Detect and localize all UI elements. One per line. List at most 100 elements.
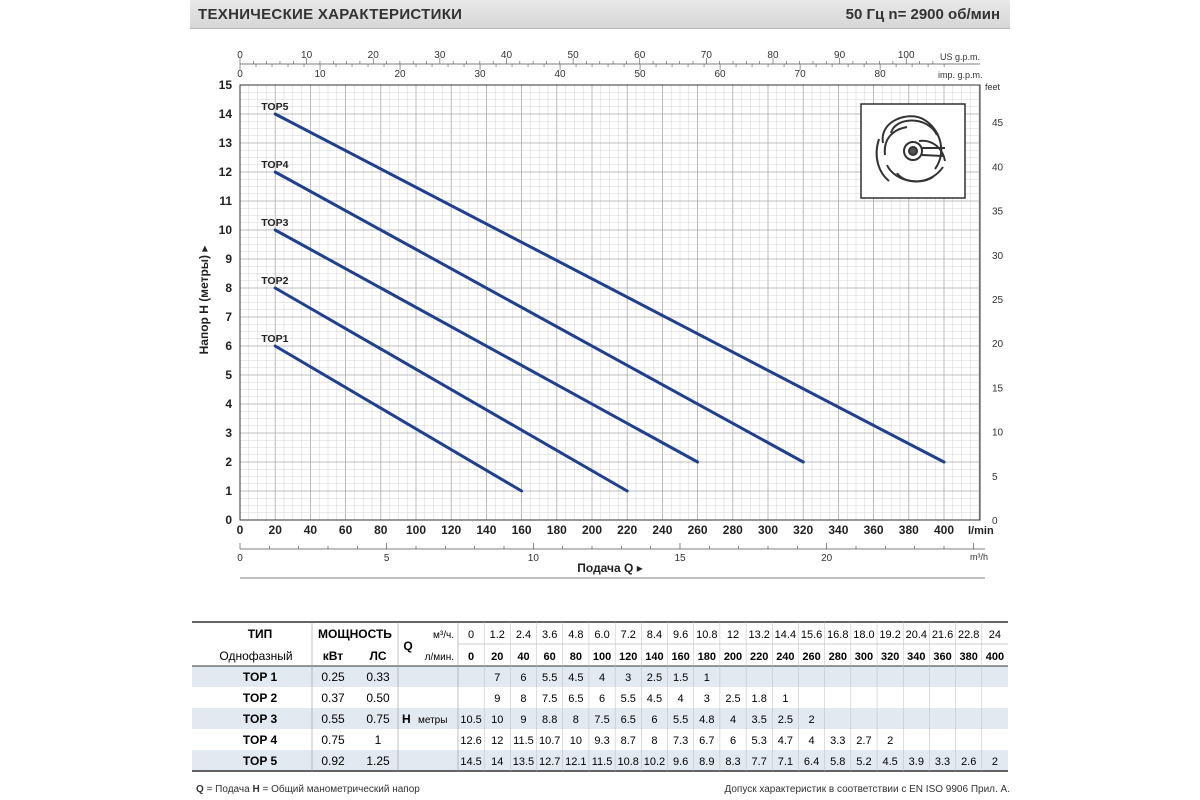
table-h-cell: 8 — [520, 693, 526, 705]
table-row-type: TOP 2 — [243, 691, 278, 705]
table-q-lmin-cell: 220 — [750, 651, 768, 663]
series-label-top3: TOP3 — [261, 217, 288, 229]
table-h-cell: 8.8 — [542, 714, 557, 726]
table-q-m3h-cell: 9.6 — [673, 629, 688, 641]
y-tick-label: 4 — [225, 397, 232, 411]
table-q-lmin-cell: 340 — [907, 651, 925, 663]
table-row-hp: 1 — [375, 733, 382, 747]
table-q-lmin-cell: 160 — [671, 651, 689, 663]
series-label-top2: TOP2 — [261, 275, 288, 287]
table-row-kw: 0.55 — [321, 712, 345, 726]
x-tick-label: 240 — [652, 523, 672, 537]
table-h-cell: 6.5 — [621, 714, 636, 726]
x-tick-label: 360 — [864, 523, 884, 537]
x-tick-label: 120 — [441, 523, 461, 537]
y-tick-label: 13 — [219, 136, 233, 150]
table-h-cell: 12.1 — [565, 756, 586, 768]
table-h-cell: 4 — [809, 735, 815, 747]
table-q-lmin-cell: 280 — [829, 651, 847, 663]
y-tick-label: 11 — [219, 194, 232, 208]
impgpm-tick-label: 0 — [237, 69, 243, 80]
table-q-lmin-cell: 180 — [698, 651, 716, 663]
table-h-cell: 7.7 — [752, 756, 767, 768]
impgpm-tick-label: 50 — [634, 69, 646, 80]
table-head-type: ТИП — [248, 627, 273, 641]
usgpm-tick-label: 60 — [634, 50, 646, 61]
x-unit-label: l/min — [968, 525, 994, 537]
table-row-hp: 0.33 — [366, 670, 390, 684]
table-head-unit-m3h: м³/ч. — [433, 630, 454, 641]
impgpm-tick-label: 20 — [394, 69, 406, 80]
table-h-cell: 7.5 — [542, 693, 557, 705]
table-q-lmin-cell: 100 — [593, 651, 611, 663]
footer-tolerance: Допуск характеристик в соответствии с EN… — [724, 784, 1010, 795]
table-h-cell: 6.7 — [699, 735, 714, 747]
table-h-cell: 4.5 — [568, 672, 583, 684]
series-line-top4 — [273, 170, 805, 464]
table-h-cell: 6.5 — [568, 693, 583, 705]
feet-tick-label: 25 — [992, 295, 1004, 306]
table-q-lmin-cell: 40 — [517, 651, 529, 663]
impgpm-tick-label: 80 — [875, 69, 887, 80]
feet-tick-label: 45 — [992, 118, 1004, 129]
table-q-m3h-cell: 21.6 — [932, 629, 953, 641]
x-tick-label: 260 — [688, 523, 708, 537]
x-tick-label: 220 — [617, 523, 637, 537]
m3h-tick-label: 10 — [528, 553, 540, 564]
table-q-m3h-cell: 12 — [727, 629, 739, 641]
m3h-tick-label: 5 — [384, 553, 390, 564]
table-row-kw: 0.25 — [321, 670, 345, 684]
table-h-cell: 9 — [494, 693, 500, 705]
table-h-cell: 4.8 — [699, 714, 714, 726]
table-h-cell: 13.5 — [513, 756, 534, 768]
table-q-lmin-cell: 60 — [544, 651, 556, 663]
table-h-cell: 8.7 — [621, 735, 636, 747]
table-q-m3h-cell: 10.8 — [696, 629, 717, 641]
table-h-cell: 4 — [599, 672, 605, 684]
table-h-cell: 7.3 — [673, 735, 688, 747]
y-tick-label: 6 — [225, 339, 232, 353]
table-h-cell: 8.9 — [699, 756, 714, 768]
y-tick-label: 12 — [219, 165, 233, 179]
plot-frame — [239, 84, 981, 521]
table-h-cell: 2.6 — [961, 756, 976, 768]
table-h-cell: 4.5 — [647, 693, 662, 705]
table-h-cell: 3 — [625, 672, 631, 684]
impgpm-tick-label: 40 — [554, 69, 566, 80]
table-row-hp: 0.75 — [366, 712, 390, 726]
series-line-top1 — [273, 344, 524, 493]
table-h-cell: 14 — [491, 756, 503, 768]
table-h-cell: 10.7 — [539, 735, 560, 747]
y-axis-title: Напор H (метры) ▸ — [197, 246, 211, 355]
table-q-m3h-cell: 14.4 — [775, 629, 796, 641]
usgpm-tick-label: 20 — [368, 50, 380, 61]
table-q-lmin-cell: 300 — [855, 651, 873, 663]
table-row-kw: 0.92 — [321, 754, 345, 768]
series-line-top3 — [273, 228, 700, 464]
table-head-q: Q — [403, 639, 412, 653]
x-tick-label: 200 — [582, 523, 602, 537]
table-row-type: TOP 4 — [243, 733, 278, 747]
table-row-type: TOP 5 — [243, 754, 278, 768]
table-h-cell: 1 — [782, 693, 788, 705]
table-q-m3h-cell: 6.0 — [594, 629, 609, 641]
table-h-cell: 10.8 — [618, 756, 639, 768]
impgpm-tick-label: 70 — [795, 69, 807, 80]
feet-tick-label: 30 — [992, 251, 1004, 262]
table-h-cell: 5.3 — [752, 735, 767, 747]
table-q-m3h-cell: 18.0 — [853, 629, 874, 641]
table-row-type: TOP 3 — [243, 712, 278, 726]
feet-tick-label: 35 — [992, 207, 1004, 218]
table-h-cell: 11.5 — [513, 735, 534, 747]
table-h-cell: 5.2 — [856, 756, 871, 768]
series-label-top5: TOP5 — [261, 101, 288, 113]
table-h-cell: 3.5 — [752, 714, 767, 726]
x-axis-title: Подача Q ▸ — [577, 561, 642, 575]
table-q-lmin-cell: 140 — [645, 651, 663, 663]
table-row-shade — [192, 708, 1008, 729]
y-tick-label: 1 — [225, 484, 232, 498]
page-title: ТЕХНИЧЕСКИЕ ХАРАКТЕРИСТИКИ — [198, 6, 463, 23]
x-tick-label: 320 — [793, 523, 813, 537]
table-q-lmin-cell: 380 — [960, 651, 978, 663]
usgpm-unit-label: US g.p.m. — [940, 52, 980, 62]
